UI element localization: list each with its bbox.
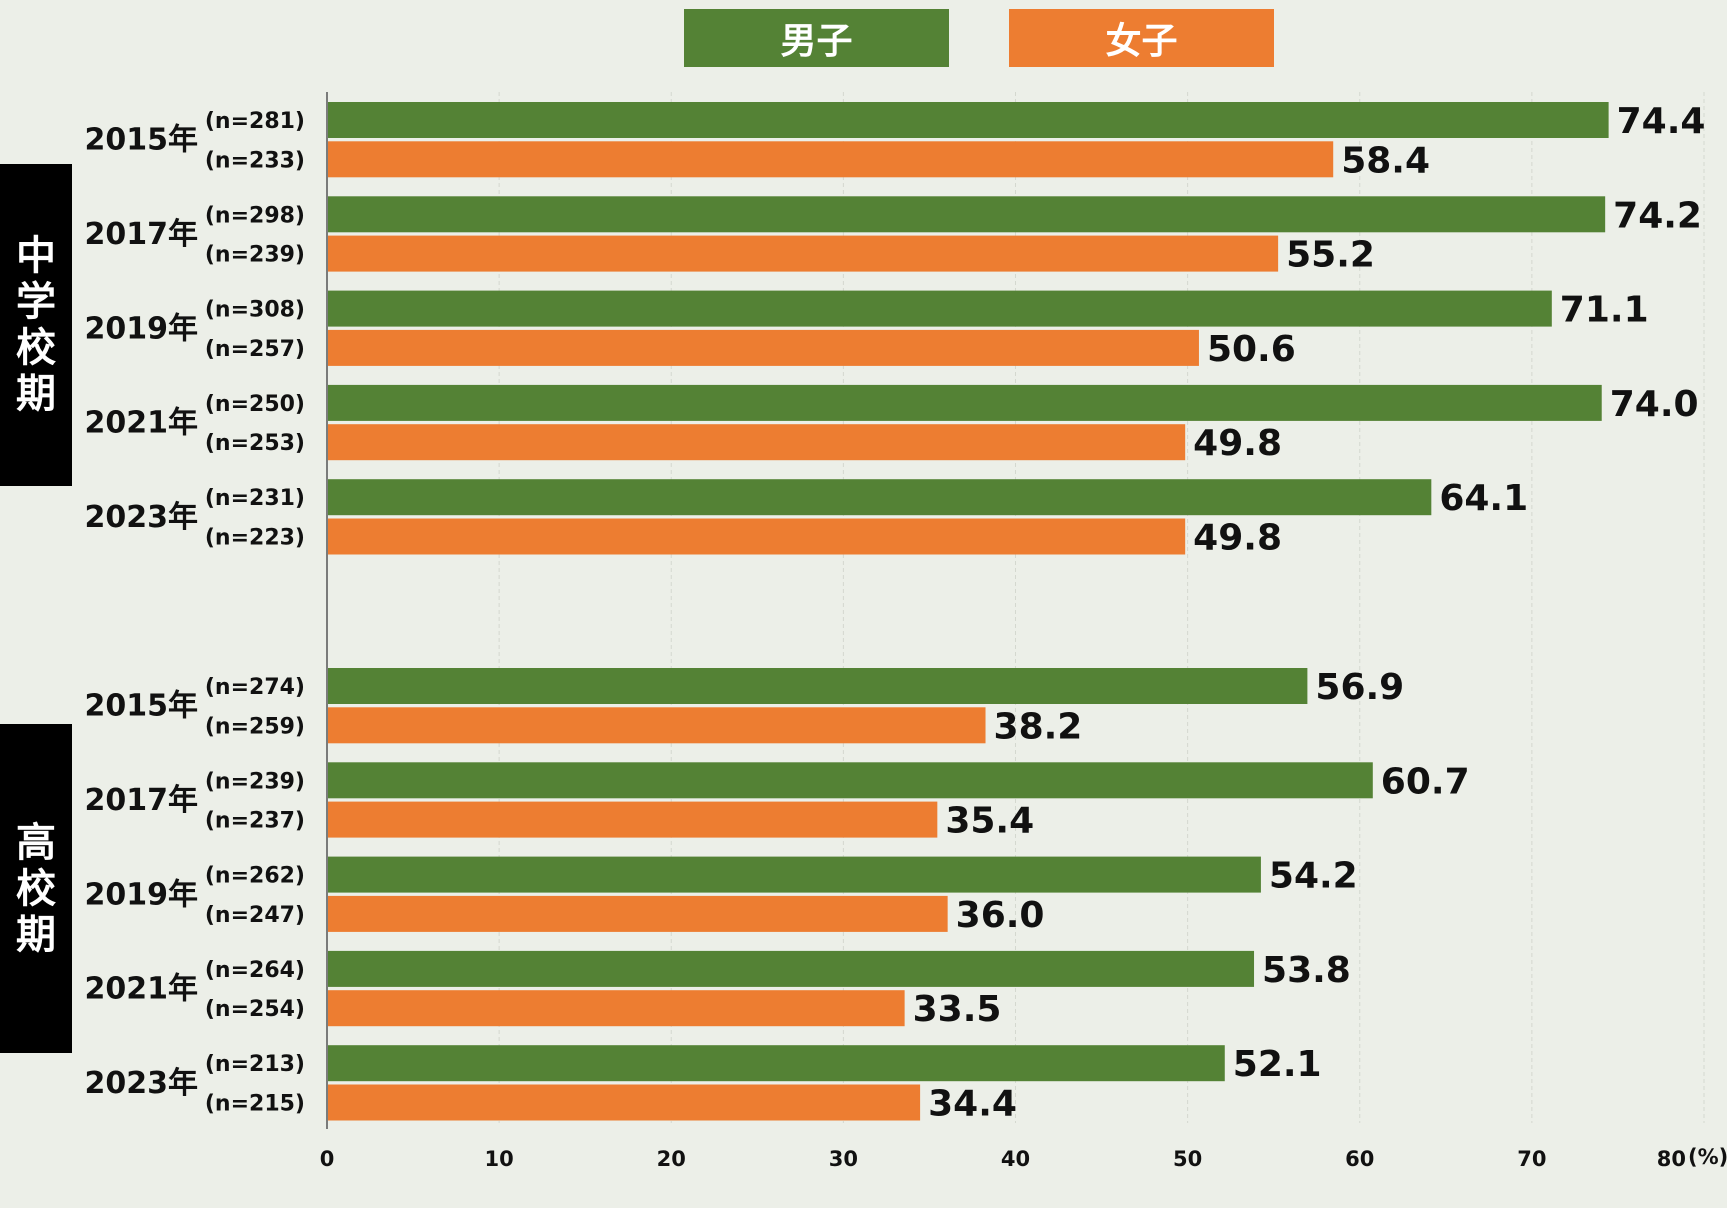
data-label: 53.8 bbox=[1262, 950, 1351, 991]
data-label: 35.4 bbox=[945, 801, 1034, 842]
data-label: 55.2 bbox=[1286, 235, 1375, 276]
sample-size-label: (n=237) bbox=[205, 809, 305, 834]
year-label: 2021年 bbox=[85, 972, 199, 1007]
section-label-junior-high: 中 学 校 期 bbox=[0, 164, 72, 486]
bar-female bbox=[328, 895, 948, 932]
bar-male bbox=[328, 479, 1432, 516]
bar-male bbox=[328, 1045, 1225, 1082]
sample-size-label: (n=264) bbox=[205, 958, 305, 983]
sample-size-label: (n=239) bbox=[205, 769, 305, 794]
x-tick-label: 60 bbox=[1345, 1147, 1374, 1171]
year-label: 2017年 bbox=[85, 783, 199, 818]
data-label: 60.7 bbox=[1381, 761, 1470, 802]
data-label: 58.4 bbox=[1341, 140, 1430, 181]
section-label-char: 期 bbox=[16, 371, 56, 417]
sample-size-label: (n=250) bbox=[205, 392, 305, 417]
data-label: 52.1 bbox=[1233, 1044, 1322, 1085]
sample-size-label: (n=274) bbox=[205, 675, 305, 700]
x-tick-label: 50 bbox=[1173, 1147, 1202, 1171]
section-label-char: 高 bbox=[16, 819, 56, 866]
year-label: 2015年 bbox=[85, 123, 199, 158]
bar-male bbox=[328, 668, 1308, 704]
data-label: 34.4 bbox=[928, 1084, 1017, 1125]
data-label: 33.5 bbox=[913, 989, 1002, 1030]
year-label: 2015年 bbox=[85, 689, 199, 724]
sample-size-label: (n=247) bbox=[205, 903, 305, 928]
x-tick-label: 10 bbox=[485, 1147, 514, 1171]
section-label-char: 校 bbox=[16, 865, 56, 912]
data-label: 36.0 bbox=[956, 895, 1045, 936]
bar-female bbox=[328, 141, 1334, 178]
bar-female bbox=[328, 801, 938, 838]
x-tick-label: 40 bbox=[1001, 1147, 1030, 1171]
bar-male bbox=[328, 196, 1606, 233]
data-label: 49.8 bbox=[1193, 423, 1282, 464]
x-tick-label: 80 bbox=[1657, 1147, 1686, 1171]
data-label: 50.6 bbox=[1207, 329, 1296, 370]
sample-size-label: (n=259) bbox=[205, 714, 305, 739]
section-label-char: 期 bbox=[16, 911, 56, 958]
legend-male: 男子 bbox=[684, 9, 949, 67]
sample-size-label: (n=257) bbox=[205, 337, 305, 362]
bar-female bbox=[328, 518, 1186, 555]
legend-female-label: 女子 bbox=[1105, 21, 1178, 62]
sample-size-label: (n=213) bbox=[205, 1052, 305, 1077]
sample-size-label: (n=254) bbox=[205, 997, 305, 1022]
bar-female bbox=[328, 1084, 921, 1121]
section-label-char: 中 bbox=[16, 233, 56, 279]
sample-size-label: (n=215) bbox=[205, 1092, 305, 1117]
bar-male bbox=[328, 762, 1373, 799]
year-label: 2019年 bbox=[85, 877, 199, 912]
year-label: 2023年 bbox=[85, 1066, 199, 1101]
data-label: 38.2 bbox=[994, 706, 1083, 747]
legend-male-label: 男子 bbox=[780, 21, 853, 62]
x-tick-label: 20 bbox=[657, 1147, 686, 1171]
year-label: 2019年 bbox=[85, 311, 199, 346]
year-label: 2017年 bbox=[85, 217, 199, 252]
x-tick-label: 0 bbox=[320, 1147, 335, 1171]
data-label: 64.1 bbox=[1439, 478, 1528, 519]
x-tick-label: 70 bbox=[1517, 1147, 1546, 1171]
year-label: 2023年 bbox=[85, 500, 199, 535]
data-label: 54.2 bbox=[1269, 856, 1358, 897]
data-label: 71.1 bbox=[1560, 290, 1649, 331]
sample-size-label: (n=253) bbox=[205, 431, 305, 456]
bar-male bbox=[328, 856, 1261, 893]
data-label: 56.9 bbox=[1315, 667, 1404, 708]
section-label-high-school: 高 校 期 bbox=[0, 724, 72, 1053]
sample-size-label: (n=281) bbox=[205, 109, 305, 134]
data-label: 49.8 bbox=[1193, 518, 1282, 559]
year-label: 2021年 bbox=[85, 406, 199, 441]
data-label: 74.4 bbox=[1617, 101, 1706, 142]
x-unit-label: (%) bbox=[1688, 1145, 1727, 1169]
bar-male bbox=[328, 384, 1602, 421]
sample-size-label: (n=262) bbox=[205, 864, 305, 889]
bar-female bbox=[328, 329, 1199, 366]
data-label: 74.2 bbox=[1613, 195, 1702, 236]
section-label-char: 校 bbox=[16, 325, 56, 371]
data-label: 74.0 bbox=[1610, 384, 1699, 425]
sample-size-label: (n=223) bbox=[205, 526, 305, 551]
bar-female bbox=[328, 424, 1186, 461]
bar-female bbox=[328, 235, 1279, 272]
bar-male bbox=[328, 950, 1255, 987]
sample-size-label: (n=239) bbox=[205, 243, 305, 268]
bar-female bbox=[328, 707, 986, 744]
sample-size-label: (n=231) bbox=[205, 486, 305, 511]
sample-size-label: (n=233) bbox=[205, 148, 305, 173]
section-label-char: 学 bbox=[16, 279, 56, 325]
x-tick-label: 30 bbox=[829, 1147, 858, 1171]
sample-size-label: (n=308) bbox=[205, 298, 305, 323]
bar-male bbox=[328, 102, 1609, 138]
sample-size-label: (n=298) bbox=[205, 203, 305, 228]
bar-male bbox=[328, 290, 1552, 327]
legend-female: 女子 bbox=[1009, 9, 1274, 67]
bar-female bbox=[328, 990, 905, 1027]
